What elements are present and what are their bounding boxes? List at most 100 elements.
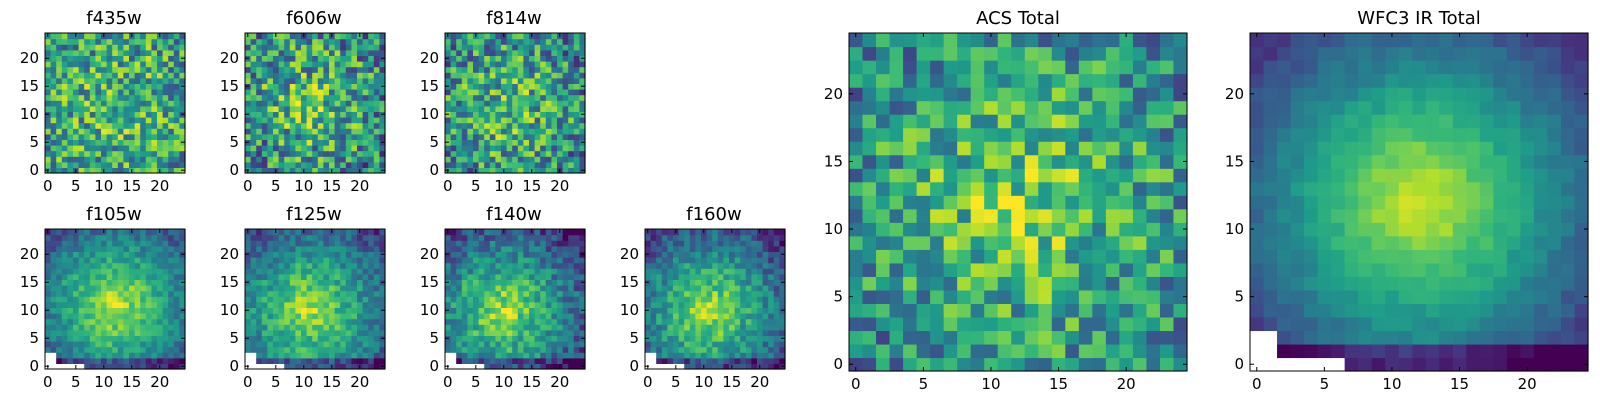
heatmap-cell-acs-total: [849, 357, 864, 372]
heatmap-cell-f435w: [162, 167, 169, 174]
heatmap-cell-acs-total: [970, 357, 985, 372]
heatmap-cell-f125w: [306, 229, 313, 236]
heatmap-cell-f105w: [168, 290, 175, 297]
heatmap-cell-f160w: [645, 290, 652, 297]
heatmap-cell-f435w: [151, 89, 158, 96]
heatmap-cell-f435w: [123, 55, 130, 62]
heatmap-cell-f814w: [450, 89, 457, 96]
heatmap-cell-f125w: [368, 240, 375, 247]
heatmap-cell-f105w: [84, 245, 91, 252]
heatmap-cell-acs-total: [930, 343, 945, 359]
heatmap-cell-f160w: [779, 296, 786, 303]
heatmap-cell-f125w: [301, 341, 308, 348]
heatmap-cell-f105w: [179, 257, 186, 264]
heatmap-cell-f606w: [245, 38, 252, 45]
heatmap-cell-f140w: [568, 257, 575, 264]
heatmap-cell-acs-total: [876, 168, 891, 183]
heatmap-cell-f125w: [340, 329, 347, 336]
heatmap-cell-f606w: [250, 133, 257, 140]
heatmap-cell-f140w: [501, 290, 508, 297]
heatmap-cell-acs-total: [903, 343, 918, 359]
heatmap-cell-acs-total: [1051, 289, 1066, 304]
heatmap-cell-acs-total: [1146, 249, 1161, 264]
heatmap-cell-acs-total: [1132, 262, 1148, 277]
heatmap-cell-f160w: [684, 285, 691, 292]
heatmap-cell-f125w: [368, 307, 375, 314]
heatmap-cell-f435w: [140, 38, 147, 45]
heatmap-cell-f125w: [261, 313, 268, 320]
heatmap-cell-f125w: [256, 346, 263, 353]
heatmap-cell-f435w: [129, 77, 136, 84]
heatmap-cell-f105w: [45, 329, 52, 336]
heatmap-cell-f140w: [573, 262, 580, 269]
heatmap-cell-f814w: [478, 44, 485, 51]
heatmap-cell-f814w: [545, 66, 552, 73]
heatmap-cell-f606w: [345, 105, 352, 112]
heatmap-cell-acs-total: [997, 330, 1012, 345]
heatmap-cell-f160w: [684, 234, 691, 241]
heatmap-cell-f606w: [368, 122, 375, 129]
heatmap-cell-f140w: [540, 229, 547, 236]
heatmap-cell-f814w: [568, 167, 575, 174]
heatmap-cell-f435w: [73, 55, 80, 62]
heatmap-cell-f160w: [773, 341, 780, 348]
heatmap-cell-f140w: [517, 273, 524, 280]
heatmap-cell-f105w: [78, 318, 85, 325]
heatmap-cell-f125w: [357, 245, 364, 252]
heatmap-cell-acs-total: [1146, 289, 1161, 304]
heatmap-cell-f814w: [568, 66, 575, 73]
heatmap-cell-f606w: [295, 77, 302, 84]
heatmap-cell-f435w: [112, 117, 119, 124]
heatmap-cell-f105w: [162, 296, 169, 303]
heatmap-cell-f160w: [678, 251, 685, 258]
heatmap-cell-acs-total: [1051, 222, 1066, 237]
heatmap-cell-f160w: [773, 301, 780, 308]
heatmap-cell-acs-total: [1146, 154, 1161, 169]
heatmap-cell-f105w: [123, 324, 130, 331]
heatmap-cell-f435w: [67, 66, 74, 73]
heatmap-cell-f160w: [645, 268, 652, 275]
heatmap-cell-f435w: [67, 150, 74, 157]
heatmap-cell-f125w: [301, 268, 308, 275]
heatmap-cell-f814w: [568, 33, 575, 40]
heatmap-cell-f125w: [379, 313, 386, 320]
heatmap-cell-f125w: [329, 357, 336, 364]
heatmap-cell-f140w: [517, 324, 524, 331]
heatmap-cell-f435w: [117, 156, 124, 163]
heatmap-cell-f814w: [461, 38, 468, 45]
heatmap-cell-f435w: [61, 145, 68, 152]
heatmap-cell-f814w: [557, 128, 564, 135]
heatmap-cell-f105w: [61, 262, 68, 269]
heatmap-cell-f435w: [101, 145, 108, 152]
heatmap-cell-f814w: [456, 156, 463, 163]
heatmap-cell-f606w: [306, 117, 313, 124]
heatmap-cell-f140w: [568, 307, 575, 314]
heatmap-cell-f435w: [179, 44, 186, 51]
heatmap-cell-f435w: [84, 128, 91, 135]
heatmap-cell-f125w: [256, 240, 263, 247]
heatmap-cell-f105w: [89, 229, 96, 236]
heatmap-cell-f140w: [473, 324, 480, 331]
heatmap-cell-f140w: [573, 268, 580, 275]
heatmap-cell-f140w: [506, 251, 513, 258]
heatmap-cell-f160w: [751, 307, 758, 314]
heatmap-cell-f606w: [289, 117, 296, 124]
heatmap-cell-f435w: [89, 55, 96, 62]
heatmap-cell-f160w: [723, 290, 730, 297]
heatmap-cell-f125w: [334, 324, 341, 331]
heatmap-cell-f105w: [73, 313, 80, 320]
heatmap-cell-f435w: [89, 44, 96, 51]
heatmap-cell-f435w: [67, 117, 74, 124]
heatmap-cell-f140w: [534, 245, 541, 252]
heatmap-cell-f105w: [84, 329, 91, 336]
heatmap-cell-f606w: [261, 66, 268, 73]
heatmap-cell-f140w: [484, 329, 491, 336]
heatmap-cell-f140w: [456, 352, 463, 359]
heatmap-cell-f160w: [650, 341, 657, 348]
heatmap-cell-f435w: [112, 44, 119, 51]
heatmap-cell-f606w: [267, 167, 274, 174]
heatmap-cell-f125w: [261, 346, 268, 353]
heatmap-cell-acs-total: [1011, 181, 1026, 196]
heatmap-cell-f125w: [295, 234, 302, 241]
heatmap-cell-f140w: [501, 346, 508, 353]
